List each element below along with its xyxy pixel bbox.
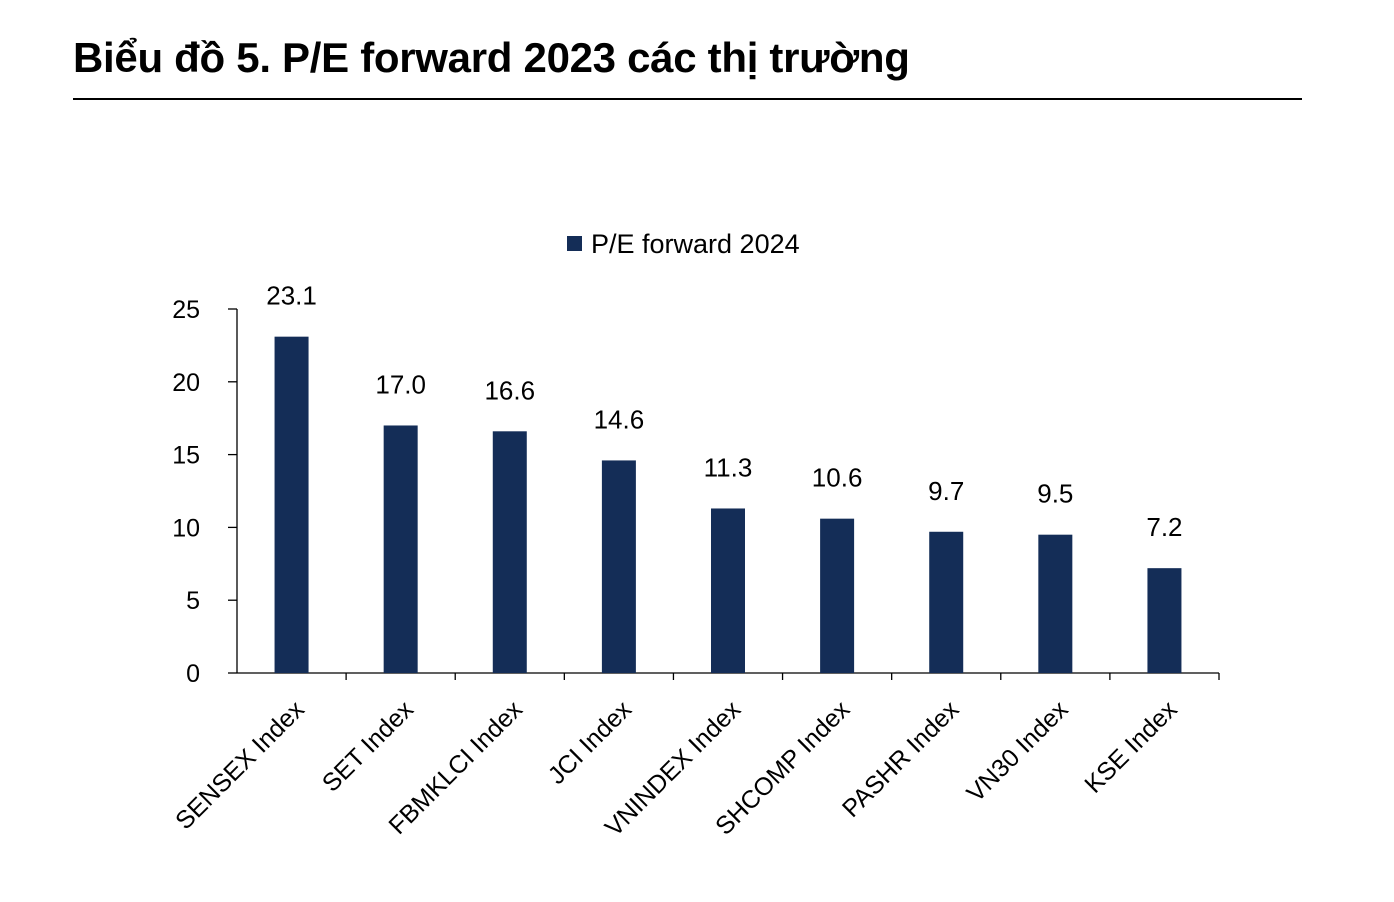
bar	[492, 431, 527, 673]
data-label: 17.0	[375, 369, 426, 399]
bar	[820, 518, 855, 673]
bar	[383, 425, 418, 673]
x-tick-label: VN30 Index	[961, 695, 1074, 808]
page-title: Biểu đồ 5. P/E forward 2023 các thị trườ…	[73, 34, 910, 81]
bar	[929, 531, 964, 673]
x-tick-label: PASHR Index	[837, 695, 965, 823]
data-label: 14.6	[594, 404, 645, 434]
chart-legend: P/E forward 2024	[567, 229, 800, 259]
bar	[1147, 568, 1182, 673]
legend-label: P/E forward 2024	[591, 229, 800, 259]
y-tick-label: 25	[172, 296, 200, 324]
y-tick-label: 0	[186, 660, 200, 688]
x-tick-label: SET Index	[317, 695, 419, 797]
chart-bars	[274, 336, 1182, 673]
data-label: 9.7	[928, 476, 964, 506]
bar	[1038, 534, 1073, 673]
x-tick-label: JCI Index	[543, 695, 638, 790]
bar	[711, 508, 745, 673]
bar	[274, 336, 309, 673]
x-tick-label: SENSEX Index	[170, 695, 310, 835]
y-tick-label: 5	[186, 587, 200, 615]
y-tick-label: 20	[172, 369, 200, 397]
legend-swatch	[567, 236, 582, 251]
y-tick-label: 10	[172, 514, 200, 542]
data-label: 9.5	[1037, 479, 1073, 509]
data-label: 7.2	[1146, 512, 1182, 542]
y-tick-label: 15	[172, 442, 200, 470]
title-divider	[73, 98, 1302, 100]
x-tick-label: KSE Index	[1079, 695, 1183, 799]
data-label: 11.3	[704, 452, 753, 482]
data-label: 10.6	[812, 463, 863, 493]
data-label: 23.1	[266, 281, 317, 311]
bar	[601, 460, 636, 673]
data-label: 16.6	[484, 375, 535, 405]
